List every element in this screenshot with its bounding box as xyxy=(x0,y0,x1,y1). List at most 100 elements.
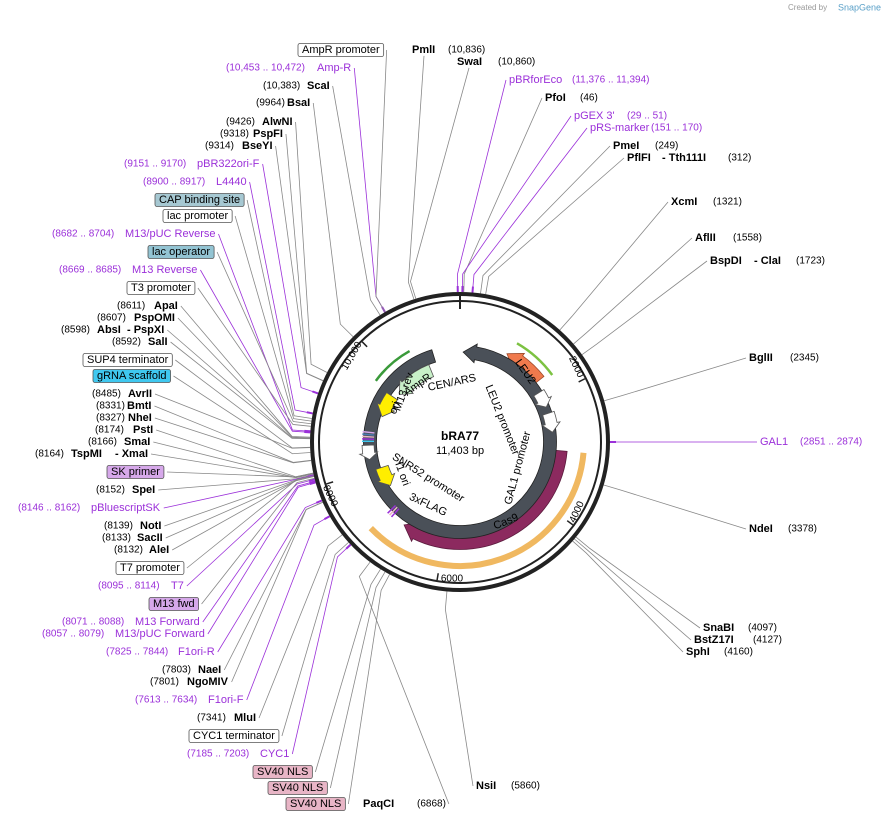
enzyme-position: (8592) xyxy=(112,337,141,348)
feature-box: SV40 NLS xyxy=(267,781,328,795)
enzyme-position: (8152) xyxy=(96,485,125,496)
connector xyxy=(410,67,470,299)
enzyme-position: (46) xyxy=(580,93,598,104)
feature-box: SK primer xyxy=(106,465,165,479)
enzyme-position: (7341) xyxy=(197,713,226,724)
connector xyxy=(358,561,450,805)
primer-label: GAL1 (2851 .. 2874) xyxy=(760,436,862,448)
connector xyxy=(573,237,693,345)
primer-site xyxy=(307,474,314,478)
ring-tick xyxy=(436,573,439,581)
brand: SnapGene xyxy=(838,2,881,12)
ampr-band xyxy=(374,349,411,382)
primer-range: (8095 .. 8114) xyxy=(98,581,160,592)
enzyme-name: NheI xyxy=(128,412,152,424)
enzyme-name: BmtI xyxy=(127,400,151,412)
primer-range: (8900 .. 8917) xyxy=(143,177,205,188)
primer-site xyxy=(309,480,316,484)
feature-box-text: SV40 NLS xyxy=(272,782,323,794)
enzyme-position: (8133) xyxy=(102,533,131,544)
primer-site xyxy=(306,411,313,415)
enzyme-label: AleI (8132) xyxy=(114,544,169,556)
connector xyxy=(154,417,312,464)
primer-site xyxy=(312,390,319,395)
enzyme-label: XcmI (1321) xyxy=(671,196,742,208)
enzyme-position: (8485) xyxy=(92,389,121,400)
connector xyxy=(347,574,390,805)
plasmid-name: bRA77 xyxy=(441,429,479,443)
enzyme-name: PmlI xyxy=(412,44,435,56)
enzyme-label: BspDI (1723) - ClaI xyxy=(710,255,825,267)
connector xyxy=(480,145,611,294)
enzyme-name: BspDI xyxy=(710,255,742,267)
enzyme-position: (9318) xyxy=(220,129,249,140)
primer-label: CYC1 (7185 .. 7203) xyxy=(187,748,289,760)
enzyme-position: (8139) xyxy=(104,521,133,532)
enzyme-name: ApaI xyxy=(154,300,178,312)
enzyme-label: NaeI (7803) xyxy=(162,664,221,676)
enzyme-position: (8598) xyxy=(61,325,90,336)
enzyme-name: SmaI xyxy=(124,436,150,448)
feature-box: lac promoter xyxy=(162,209,233,223)
snr52-promoter-arrow xyxy=(358,444,379,461)
connector xyxy=(262,163,319,394)
enzyme-position: (4127) xyxy=(753,635,782,646)
feature-box: lac operator xyxy=(147,245,215,259)
feature-name: LEU2 promoter xyxy=(483,383,522,457)
leu2-promoter-arrow xyxy=(533,388,553,408)
enzyme-position: (8132) xyxy=(114,545,143,556)
connector xyxy=(485,157,625,295)
enzyme-label: AflII (1558) xyxy=(695,232,762,244)
feature-box-bg xyxy=(147,245,215,259)
connector xyxy=(166,471,314,478)
primer-range: (11,376 .. 11,394) xyxy=(572,75,649,86)
feature-box: CYC1 terminator xyxy=(188,729,280,743)
enzyme-name: SwaI xyxy=(457,56,482,68)
enzyme-position: (8607) xyxy=(97,313,126,324)
feature-box: M13 fwd xyxy=(148,597,199,611)
feature-box-text: gRNA scaffold xyxy=(97,370,167,382)
enzyme-name: BsaI xyxy=(287,97,310,109)
enzyme-position: (4160) xyxy=(724,647,753,658)
enzyme-label: SwaI (10,860) xyxy=(457,56,535,68)
connector xyxy=(472,127,588,293)
connector xyxy=(246,199,312,419)
enzyme-isoschizomer: - PspXI xyxy=(127,324,164,336)
enzyme-name: TspMI xyxy=(71,448,102,460)
primer-range: (7613 .. 7634) xyxy=(135,695,197,706)
primer-range: (151 .. 170) xyxy=(651,123,702,134)
primer-name: GAL1 xyxy=(760,436,788,448)
connector xyxy=(575,536,701,629)
enzyme-name: AlwNI xyxy=(262,116,293,128)
enzyme-position: (4097) xyxy=(748,623,777,634)
feature-box: CAP binding site xyxy=(154,193,245,207)
enzyme-label: NotI (8139) xyxy=(104,520,161,532)
connector xyxy=(167,329,311,439)
connector xyxy=(407,55,425,300)
connector xyxy=(457,79,507,293)
feature-box-text: T3 promoter xyxy=(131,282,191,294)
primer-label: M13/pUC Forward (8057 .. 8079) xyxy=(42,628,205,640)
enzyme-name: BseYI xyxy=(242,140,273,152)
ampr-arrow xyxy=(398,364,435,396)
cas9-band xyxy=(368,452,587,569)
connector xyxy=(295,121,328,373)
enzyme-name: NdeI xyxy=(749,523,773,535)
enzyme-name: SalI xyxy=(148,336,168,348)
enzyme-position: (10,836) xyxy=(448,45,485,56)
connector xyxy=(461,115,572,293)
enzyme-position: (1321) xyxy=(713,197,742,208)
ring-tick xyxy=(566,520,574,526)
enzyme-label: PmlI (10,836) xyxy=(412,44,485,56)
connector xyxy=(281,542,349,737)
feature-box-text: CAP binding site xyxy=(159,194,240,206)
primer-range: (8146 .. 8162) xyxy=(18,503,80,514)
primer-site xyxy=(309,481,316,486)
enzyme-name: ScaI xyxy=(307,80,330,92)
enzyme-position: (1558) xyxy=(733,233,762,244)
enzyme-position: (5860) xyxy=(511,781,540,792)
flag-marker xyxy=(387,504,397,514)
enzyme-label: NdeI (3378) xyxy=(749,523,817,535)
primer-name: pGEX 3' xyxy=(574,110,615,122)
